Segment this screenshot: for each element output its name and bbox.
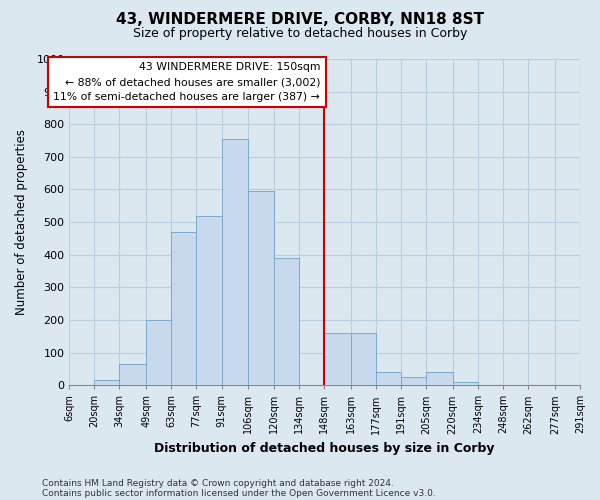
Bar [196,216,221,385]
Text: 43, WINDERMERE DRIVE, CORBY, NN18 8ST: 43, WINDERMERE DRIVE, CORBY, NN18 8ST [116,12,484,28]
Bar [350,333,376,385]
Bar [146,320,172,385]
Bar [376,372,401,385]
Bar [324,333,350,385]
Bar [221,139,248,385]
Text: Contains HM Land Registry data © Crown copyright and database right 2024.: Contains HM Land Registry data © Crown c… [42,478,394,488]
Bar [401,377,426,385]
Bar [426,372,453,385]
Bar [274,258,299,385]
X-axis label: Distribution of detached houses by size in Corby: Distribution of detached houses by size … [154,442,495,455]
Text: Contains public sector information licensed under the Open Government Licence v3: Contains public sector information licen… [42,488,436,498]
Bar [94,380,119,385]
Bar [453,382,478,385]
Text: 43 WINDERMERE DRIVE: 150sqm
← 88% of detached houses are smaller (3,002)
11% of : 43 WINDERMERE DRIVE: 150sqm ← 88% of det… [53,62,320,102]
Bar [172,232,196,385]
Bar [119,364,146,385]
Y-axis label: Number of detached properties: Number of detached properties [15,129,28,315]
Bar [248,191,274,385]
Text: Size of property relative to detached houses in Corby: Size of property relative to detached ho… [133,28,467,40]
